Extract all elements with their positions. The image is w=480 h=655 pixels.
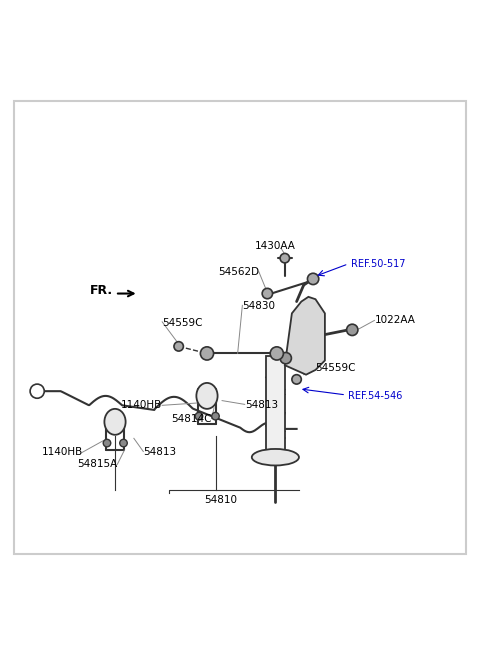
Ellipse shape: [104, 409, 126, 435]
Circle shape: [280, 352, 291, 364]
Text: 54559C: 54559C: [315, 363, 356, 373]
Circle shape: [30, 384, 44, 398]
Circle shape: [174, 342, 183, 351]
Text: 1430AA: 1430AA: [255, 242, 296, 252]
Text: 1022AA: 1022AA: [374, 316, 415, 326]
Text: 54813: 54813: [245, 400, 278, 410]
Text: 54830: 54830: [242, 301, 276, 311]
Text: FR.: FR.: [90, 284, 113, 297]
Text: 54813: 54813: [144, 447, 177, 457]
Circle shape: [308, 273, 319, 284]
Circle shape: [195, 413, 203, 420]
Circle shape: [200, 347, 214, 360]
Circle shape: [103, 440, 111, 447]
Text: 54559C: 54559C: [162, 318, 203, 328]
Circle shape: [212, 413, 219, 420]
Circle shape: [292, 375, 301, 384]
Text: REF.50-517: REF.50-517: [351, 259, 405, 269]
Text: 54810: 54810: [204, 495, 238, 504]
Text: 1140HB: 1140HB: [42, 447, 83, 457]
Circle shape: [270, 347, 283, 360]
Text: REF.54-546: REF.54-546: [348, 391, 403, 401]
Ellipse shape: [196, 383, 217, 409]
Polygon shape: [285, 297, 325, 375]
Text: 54814C: 54814C: [171, 415, 212, 424]
FancyBboxPatch shape: [13, 101, 467, 554]
Circle shape: [262, 288, 273, 299]
Text: 1140HB: 1140HB: [121, 400, 162, 410]
Text: 54562D: 54562D: [218, 267, 259, 277]
Bar: [266, 356, 285, 460]
Circle shape: [280, 253, 289, 263]
Circle shape: [347, 324, 358, 335]
Text: 54815A: 54815A: [77, 459, 118, 469]
Ellipse shape: [252, 449, 299, 466]
Circle shape: [120, 440, 127, 447]
